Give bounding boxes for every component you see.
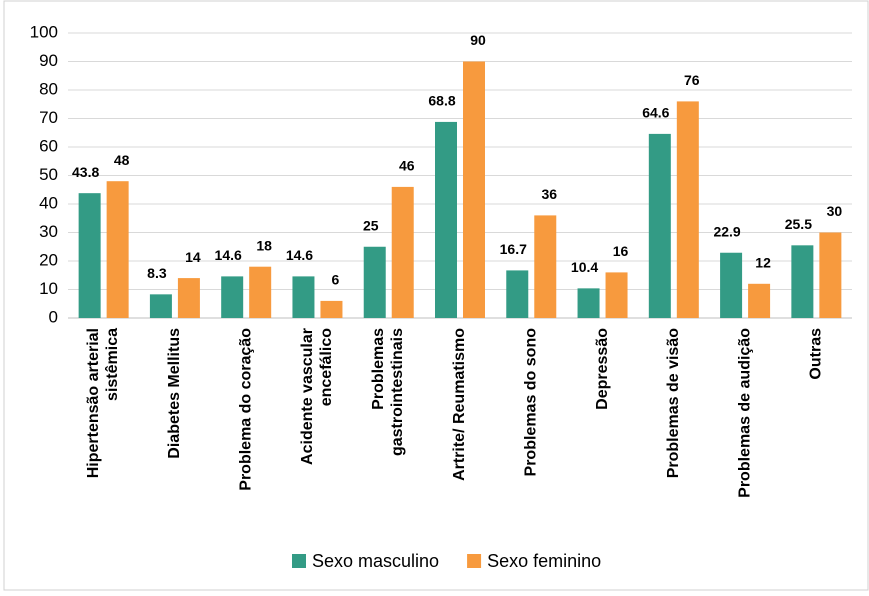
bar	[391, 186, 414, 318]
y-tick-label: 40	[39, 193, 58, 212]
x-tick-label: Hipertensão arterial sistêmica	[85, 328, 121, 478]
bar	[605, 272, 628, 318]
value-label: 14.6	[286, 247, 313, 263]
value-label: 14.6	[215, 247, 242, 263]
y-tick-label: 90	[39, 51, 58, 70]
bar	[106, 181, 129, 318]
x-tick-label: Outras	[808, 328, 825, 380]
bar	[819, 232, 842, 318]
bar	[720, 252, 743, 318]
legend-swatch	[467, 554, 482, 568]
bar	[676, 101, 699, 319]
bar	[648, 133, 671, 318]
bar	[463, 61, 485, 318]
x-tick-label: Acidente vascular encefálico	[299, 328, 335, 465]
value-label: 22.9	[713, 223, 740, 239]
bar	[534, 215, 557, 318]
value-label: 43.8	[72, 164, 99, 180]
x-tick-label: Diabetes Mellitus	[166, 328, 183, 459]
x-tick-label: Problema do coração	[237, 328, 254, 491]
legend-label: Sexo feminino	[487, 551, 601, 571]
bar	[435, 121, 457, 318]
x-tick-label: Problemas de audição	[736, 328, 753, 498]
bar	[791, 245, 814, 318]
value-label: 76	[684, 72, 700, 88]
value-label: 10.4	[571, 259, 598, 275]
value-label: 18	[256, 237, 272, 253]
y-tick-label: 60	[39, 136, 58, 155]
value-label: 46	[399, 158, 415, 174]
bar	[748, 283, 771, 318]
x-tick-label: Problemas do sono	[522, 328, 539, 477]
y-tick-label: 10	[39, 279, 58, 298]
value-label: 16.7	[500, 241, 527, 257]
bar	[506, 270, 529, 318]
value-label: 64.6	[642, 105, 669, 121]
bar	[577, 288, 600, 318]
y-tick-label: 70	[39, 108, 58, 127]
x-tick-label: Problemas gastrointestinais	[370, 328, 406, 461]
bar	[177, 278, 200, 318]
bar	[249, 266, 272, 318]
x-tick-label: Depressão	[594, 328, 611, 410]
y-tick-label: 50	[39, 165, 58, 184]
value-label: 36	[541, 186, 557, 202]
value-label: 16	[613, 243, 629, 259]
chart-border	[3, 0, 869, 591]
value-label: 68.8	[428, 93, 455, 109]
legend-swatch	[292, 554, 306, 568]
y-tick-label: 0	[49, 307, 58, 326]
bar	[363, 246, 386, 318]
value-label: 8.3	[147, 265, 167, 281]
bar	[320, 300, 343, 318]
bar	[149, 294, 172, 318]
value-label: 90	[470, 32, 486, 48]
value-label: 6	[332, 272, 340, 288]
y-tick-label: 30	[39, 222, 58, 241]
value-label: 30	[827, 203, 843, 219]
value-label: 25	[363, 217, 379, 233]
value-label: 25.5	[785, 216, 812, 232]
y-tick-label: 80	[39, 79, 58, 98]
bar	[292, 276, 315, 318]
bar	[221, 276, 244, 318]
value-label: 12	[755, 255, 771, 271]
bar	[78, 193, 101, 318]
y-tick-label: 100	[30, 22, 58, 41]
value-label: 14	[185, 249, 201, 265]
y-tick-label: 20	[39, 250, 58, 269]
x-tick-label: Problemas de visão	[665, 328, 682, 479]
x-tick-label: Artrite/ Reumatismo	[451, 328, 468, 481]
value-label: 48	[114, 152, 130, 168]
legend-label: Sexo masculino	[312, 551, 439, 571]
